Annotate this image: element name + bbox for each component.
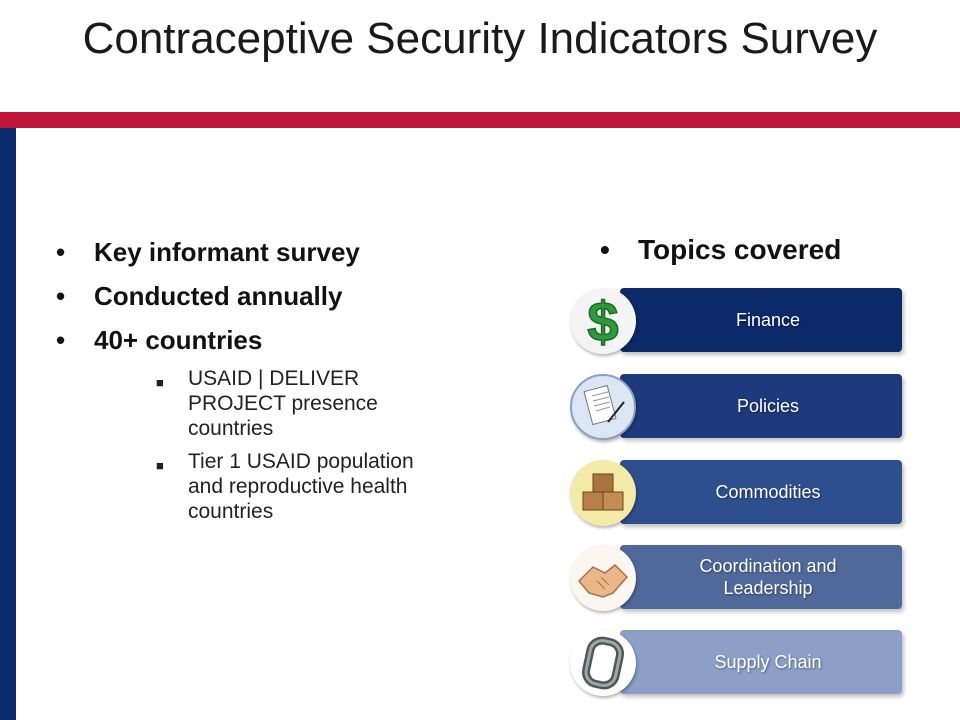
left-bullet-list: • Key informant survey • Conducted annuall…	[56, 230, 476, 532]
topic-finance: Finance	[620, 288, 902, 352]
chain-link-icon	[570, 630, 636, 696]
topic-label: Finance	[735, 310, 801, 330]
topic-policies: Policies	[620, 374, 902, 438]
slide-title: Contraceptive Security Indicators Survey	[82, 14, 878, 63]
sub-bullet-text: Tier 1 USAID population and reproductive…	[188, 450, 414, 523]
document-pen-icon	[570, 374, 636, 440]
svg-text:$: $	[587, 291, 618, 351]
bullet-item: • 40+ countries	[56, 318, 476, 362]
sub-bullet-item: ■ Tier 1 USAID population and reproductiv…	[156, 449, 476, 524]
topics-heading-text: Topics covered	[638, 234, 842, 265]
bullet-item: • Conducted annually	[56, 274, 476, 318]
topic-supply-chain: Supply Chain	[620, 630, 902, 694]
boxes-icon	[570, 460, 636, 526]
topic-label: Supply Chain	[714, 652, 822, 672]
handshake-icon	[570, 545, 636, 611]
topic-label: Coordination and Leadership	[699, 556, 837, 598]
bullet-item: • Key informant survey	[56, 230, 476, 274]
sub-bullet-text: USAID | DELIVER PROJECT presence countri…	[188, 367, 378, 440]
topic-coordination-leadership: Coordination and Leadership	[620, 545, 902, 609]
bullet-text: Key informant survey	[94, 237, 360, 267]
dollar-icon: $	[570, 288, 636, 354]
bullet-text: 40+ countries	[94, 325, 263, 355]
bullet-text: Conducted annually	[94, 281, 343, 311]
topic-label: Commodities	[715, 482, 821, 502]
topics-heading: • Topics covered	[600, 228, 841, 272]
side-navy-bar	[0, 128, 16, 720]
topic-commodities: Commodities	[620, 460, 902, 524]
header-red-bar	[0, 112, 960, 128]
topic-label: Policies	[736, 396, 800, 416]
sub-bullet-item: ■ USAID | DELIVER PROJECT presence countr…	[156, 366, 476, 441]
